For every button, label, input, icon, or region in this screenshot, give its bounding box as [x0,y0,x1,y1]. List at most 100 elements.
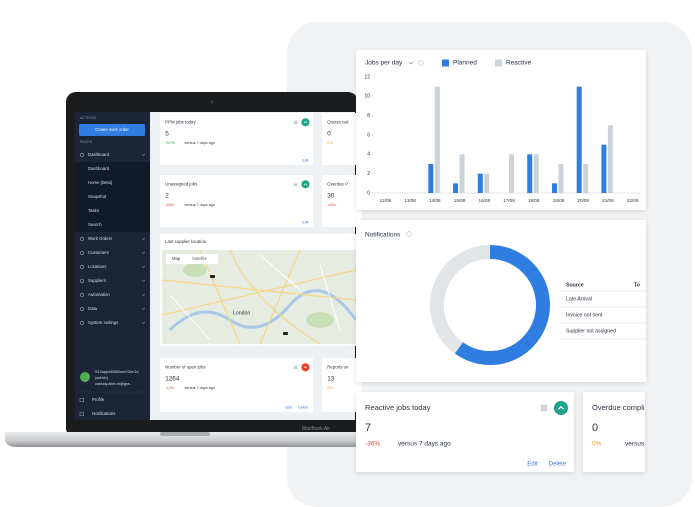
card-comparison[interactable]: versus 7 days ago [398,441,451,448]
card-content: Overdue P 30 -62% [327,181,348,207]
card-bg [160,358,313,412]
table-header: Source [566,282,584,288]
card-value: 0 [327,131,331,138]
card-content: Overdue compli 0 0% versus 7 [592,403,650,448]
river [168,289,358,332]
card-value: 2 [165,193,169,200]
nav-item[interactable]: Work Orders [88,236,112,241]
nav-item[interactable]: Dashboard [88,152,110,157]
nav-chevron [141,153,146,156]
stat-card: Quotes tod 0 0% [322,113,362,165]
card-title: Unassigned jobs [165,181,198,186]
card-change: 0% [592,441,602,448]
nav-subitem[interactable]: Dashboard [88,166,110,171]
map-place: London [233,310,250,316]
card-action[interactable]: Edit [302,220,308,224]
card-action[interactable]: Delete [549,462,567,468]
card-comparison[interactable]: versus 7 days ago [184,203,215,207]
card-change: 0% [327,141,333,145]
nav-item[interactable]: Profile [92,397,105,402]
nav-subitem[interactable]: Snapshot [88,194,107,199]
card-comparison[interactable]: versus 7 [625,441,650,448]
nav-item[interactable]: Automation [88,292,110,297]
chart-title: Jobs per day [365,60,403,67]
table-cell: Invoice not sent [566,312,603,318]
card-action[interactable]: Edit [286,405,292,409]
card-bg [160,175,313,227]
map-tab[interactable]: Satellite [192,256,208,261]
toggle-button[interactable] [301,363,310,372]
vehicle [210,275,215,278]
stat-card: Overdue P 30 -62% [322,175,362,227]
card-change: -50% [165,203,174,207]
x-tick-label: 18/08 [528,198,540,203]
stat-card: Overdue compli 0 0% versus 7 [583,392,650,472]
x-tick-label: 20/08 [577,198,589,203]
card-title: Reports un [327,364,349,369]
nav-item[interactable]: Customers [88,250,109,255]
nav-subitem[interactable]: Home (Beta) [88,180,113,185]
nav-icon [79,411,84,417]
nav-icon [79,250,85,256]
card-action[interactable]: Edit [302,158,308,162]
card-content: Number of open jobs 1264 -12% versus 7 days… [165,363,310,409]
legend-swatch[interactable] [442,59,449,67]
nav-item[interactable]: Locations [88,264,106,269]
bar [453,183,459,193]
nav-item[interactable]: System settings [88,320,118,325]
nav-item[interactable]: Notifications [92,411,115,416]
charts: Jobs per day Planned Reactive 0 2 4 6 8 10 12 12/0… [364,59,640,365]
card-comparison[interactable]: versus 7 days ago [184,386,215,390]
toggle-button[interactable] [301,180,310,189]
nav-item[interactable]: Suppliers [88,278,106,283]
toggle-button[interactable] [301,118,310,127]
park [183,263,207,277]
card-action[interactable]: Delete [298,405,308,409]
card-content: Reactive jobs today 7 -36% versus 7 days ag… [365,401,568,468]
stat-card: Number of open jobs 1264 -12% versus 7 days… [160,358,313,412]
create-button[interactable] [79,124,145,136]
table-cell: Late Arrival [566,296,592,302]
legend-label[interactable]: Planned [453,60,477,67]
nav-chevron [141,321,146,324]
button-label[interactable]: Create work order [95,127,129,132]
card-change: -36% [365,441,380,448]
laptop-base [5,432,365,447]
bar [576,86,582,193]
card-change: 0% [327,386,333,390]
y-tick-label: 12 [364,74,370,80]
card-comparison[interactable]: versus 7 days ago [184,141,215,145]
card-bg [322,113,362,165]
bar [527,154,533,193]
user-role: (admin) [95,376,109,380]
map-tab[interactable]: Map [172,256,181,261]
info-icon [418,60,424,66]
chart-panel [356,50,646,210]
laptop-model: MacBook Air [302,426,330,432]
card-title: Overdue compli [592,403,645,412]
donut-segment [430,245,491,354]
legend-label[interactable]: Reactive [506,60,532,67]
stat-card: Reactive jobs today 7 -36% versus 7 days ag… [356,392,574,472]
nav-item[interactable]: Data [88,306,98,311]
card-title: Number of open jobs [165,364,206,369]
nav-chevron [141,237,146,240]
bar [583,164,589,193]
laptop-notch [160,432,210,436]
section-heading: ACTIONS [80,116,97,120]
nav-subitem[interactable]: Tasks [88,208,99,213]
card-action[interactable]: Edit [527,462,538,468]
x-tick-label: 15/08 [454,198,466,203]
x-tick-label: 22/08 [627,198,639,203]
y-tick-label: 8 [367,113,370,119]
nav-subitem[interactable]: Search [88,222,102,227]
legend-swatch[interactable] [495,59,502,67]
bar [434,86,440,193]
toggle-chevron [303,121,308,124]
card-value: 5 [165,131,169,138]
toggle-button[interactable] [554,401,568,415]
table-header: To [634,282,640,288]
map-tabs [166,254,218,264]
x-tick-label: 16/08 [479,198,491,203]
